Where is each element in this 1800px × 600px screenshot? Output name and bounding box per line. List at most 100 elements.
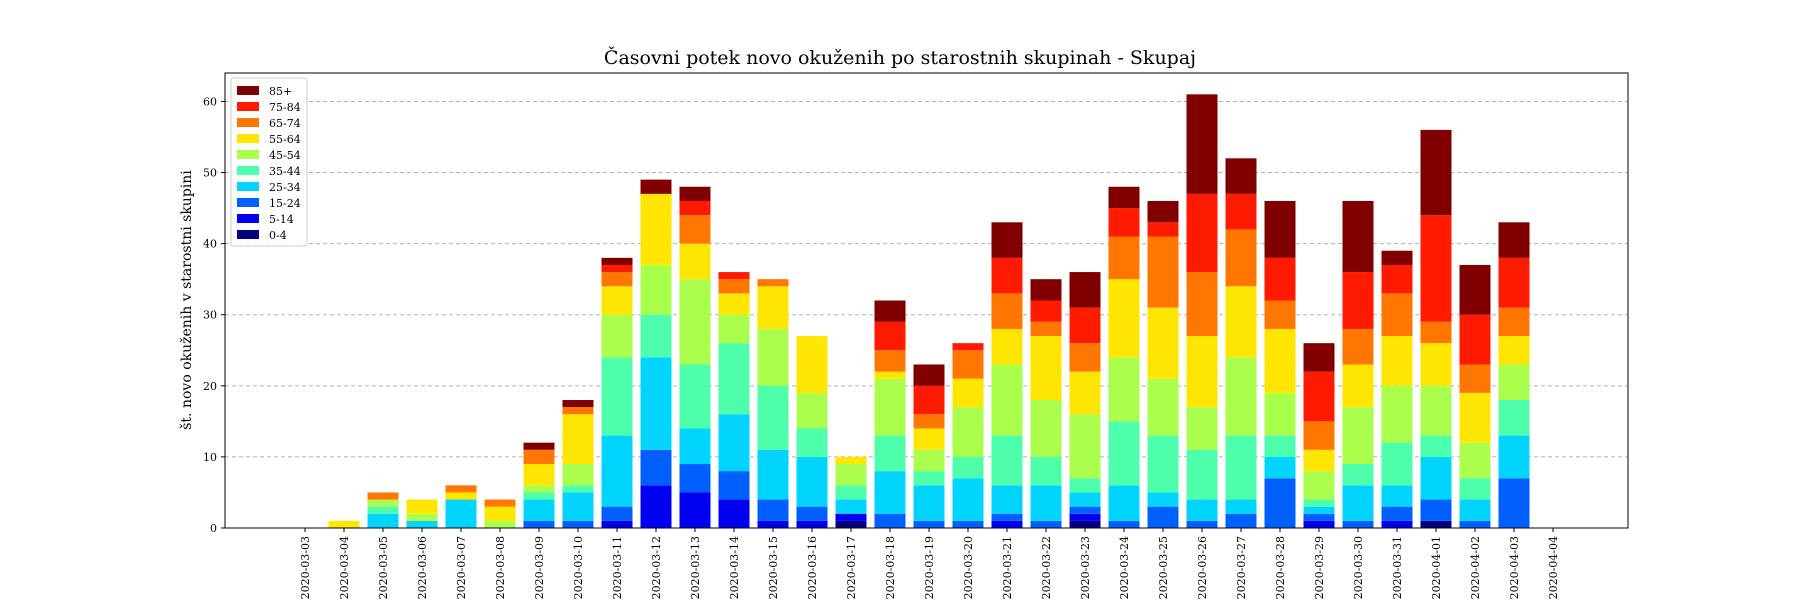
bar-segment bbox=[406, 513, 438, 521]
bar-segment bbox=[679, 243, 711, 280]
bar-segment bbox=[445, 499, 477, 528]
bar-segment bbox=[913, 364, 945, 386]
bar-segment bbox=[1108, 421, 1140, 486]
bar-segment bbox=[1498, 257, 1530, 308]
bar-segment bbox=[1108, 236, 1140, 280]
legend-label: 0-4 bbox=[269, 229, 287, 242]
bar-segment bbox=[718, 499, 750, 528]
bar-segment bbox=[757, 328, 789, 386]
bar-segment bbox=[1108, 357, 1140, 422]
legend-label: 45-54 bbox=[269, 149, 301, 162]
bar-segment bbox=[1264, 328, 1296, 393]
bar-segment bbox=[1342, 520, 1374, 528]
y-tick-label: 0 bbox=[210, 522, 217, 535]
bar-segment bbox=[601, 520, 633, 528]
legend-swatch bbox=[237, 134, 259, 143]
bar-segment bbox=[1147, 492, 1179, 507]
legend-swatch bbox=[237, 230, 259, 239]
bar-segment bbox=[1498, 400, 1530, 436]
bar-segment bbox=[367, 506, 399, 514]
bar-segment bbox=[601, 257, 633, 265]
bar-segment bbox=[523, 492, 555, 500]
y-tick-label: 30 bbox=[203, 309, 217, 322]
bar-segment bbox=[1147, 236, 1179, 308]
legend-swatch bbox=[237, 198, 259, 207]
bar-segment bbox=[1186, 193, 1218, 273]
bar-segment bbox=[1498, 336, 1530, 365]
bar-segment bbox=[1225, 158, 1257, 194]
bar-segment bbox=[1264, 200, 1296, 258]
bar-segment bbox=[1498, 435, 1530, 479]
bar-segment bbox=[328, 520, 360, 528]
bar-segment bbox=[1108, 186, 1140, 209]
x-tick-label: 2020-03-09 bbox=[533, 536, 546, 599]
bar-segment bbox=[757, 279, 789, 287]
bar-segment bbox=[1420, 343, 1452, 386]
bar-segment bbox=[1459, 314, 1491, 365]
chart-title: Časovni potek novo okuženih po starostni… bbox=[604, 46, 1196, 69]
bar-segment bbox=[913, 520, 945, 528]
bar-segment bbox=[1069, 478, 1101, 493]
bar-segment bbox=[718, 279, 750, 294]
bars bbox=[328, 94, 1530, 528]
bar-segment bbox=[718, 471, 750, 500]
bar-segment bbox=[601, 506, 633, 521]
x-tick-label: 2020-03-18 bbox=[884, 536, 897, 599]
bar-segment bbox=[1147, 506, 1179, 528]
bar-segment bbox=[601, 264, 633, 273]
x-tick-label: 2020-03-03 bbox=[299, 536, 312, 599]
bar-segment bbox=[1381, 520, 1413, 528]
bar-segment bbox=[1069, 371, 1101, 415]
y-tick-label: 20 bbox=[203, 380, 217, 393]
bar-segment bbox=[1030, 520, 1062, 528]
bar-segment bbox=[1030, 400, 1062, 457]
bar-segment bbox=[1147, 200, 1179, 223]
legend-swatch bbox=[237, 214, 259, 223]
bar-segment bbox=[835, 513, 867, 521]
bar-segment bbox=[757, 286, 789, 329]
x-tick-label: 2020-04-03 bbox=[1508, 536, 1521, 599]
bar-segment bbox=[523, 485, 555, 493]
bar-segment bbox=[484, 520, 516, 528]
legend-label: 75-84 bbox=[269, 101, 301, 114]
bar-segment bbox=[1225, 193, 1257, 230]
bar-segment bbox=[1147, 222, 1179, 237]
bar-segment bbox=[601, 314, 633, 358]
bar-segment bbox=[1381, 250, 1413, 265]
bar-segment bbox=[1030, 321, 1062, 337]
bar-segment bbox=[1225, 499, 1257, 514]
bar-segment bbox=[1498, 478, 1530, 528]
bar-segment bbox=[1459, 364, 1491, 393]
bar-segment bbox=[1147, 307, 1179, 379]
bar-segment bbox=[1186, 449, 1218, 500]
bar-segment bbox=[1186, 336, 1218, 408]
x-tick-label: 2020-03-24 bbox=[1118, 536, 1131, 599]
bar-segment bbox=[562, 414, 594, 465]
bar-segment bbox=[952, 456, 984, 479]
x-tick-label: 2020-03-25 bbox=[1157, 536, 1170, 599]
bar-segment bbox=[1069, 520, 1101, 528]
bar-segment bbox=[406, 520, 438, 528]
bar-segment bbox=[1303, 343, 1335, 372]
bar-segment bbox=[1264, 392, 1296, 436]
bar-segment bbox=[640, 314, 672, 358]
bar-segment bbox=[1498, 222, 1530, 258]
bar-segment bbox=[1186, 407, 1218, 450]
bar-segment bbox=[796, 506, 828, 521]
bar-segment bbox=[1069, 272, 1101, 308]
bar-segment bbox=[1498, 364, 1530, 401]
bar-segment bbox=[1342, 407, 1374, 465]
bar-segment bbox=[1186, 520, 1218, 528]
x-tick-label: 2020-03-10 bbox=[572, 536, 585, 599]
bar-segment bbox=[1069, 343, 1101, 372]
x-tick-label: 2020-03-27 bbox=[1235, 536, 1248, 599]
bar-segment bbox=[1381, 485, 1413, 507]
y-tick-label: 10 bbox=[203, 451, 217, 464]
legend-swatch bbox=[237, 102, 259, 111]
bar-segment bbox=[835, 520, 867, 528]
bar-segment bbox=[1459, 520, 1491, 528]
x-tick-label: 2020-03-14 bbox=[728, 536, 741, 599]
bar-segment bbox=[952, 343, 984, 351]
bar-segment bbox=[679, 279, 711, 365]
